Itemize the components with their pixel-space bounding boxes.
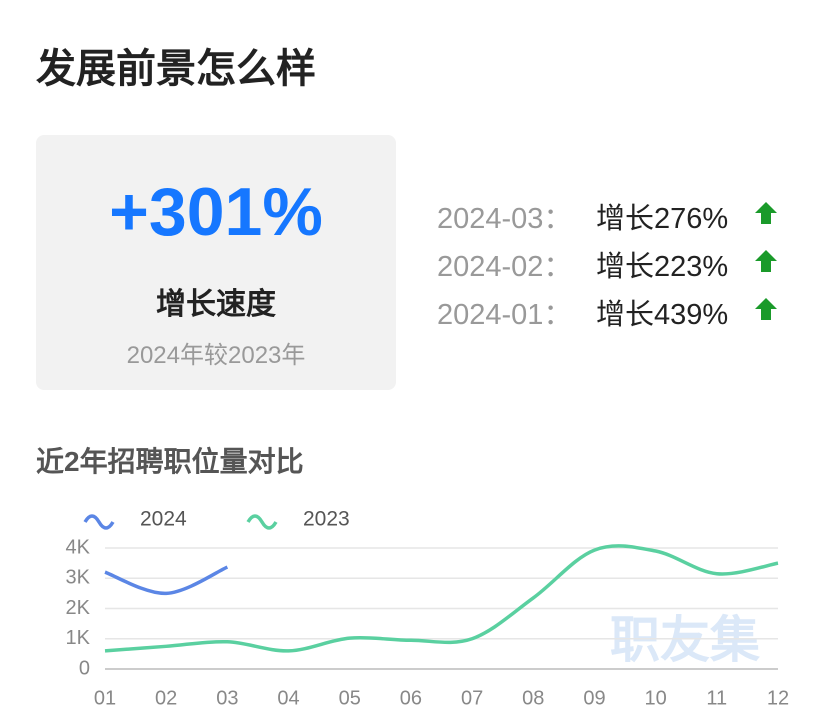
x-tick-label: 04 [277,687,299,709]
x-tick-label: 12 [767,687,789,709]
x-tick-label: 02 [155,687,177,709]
summary-value: +301% [109,174,323,250]
watermark: 职友集 [610,612,760,668]
up-arrow [755,298,777,320]
chart-title: 近2年招聘职位量对比 [36,446,304,477]
x-tick-label: 05 [339,687,361,709]
summary-label: 增长速度 [156,288,276,321]
change-value: 增长223% [596,251,729,283]
legend-icon [83,514,115,530]
y-tick-label: 1K [66,627,91,649]
change-period: 2024-01： [437,299,573,331]
change-value: 增长439% [596,299,729,331]
x-tick-label: 11 [706,687,727,709]
change-period: 2024-02： [437,251,573,283]
y-tick-label: 2K [66,597,91,619]
x-tick-label: 09 [583,687,605,709]
summary-note: 2024年较2023年 [126,342,306,369]
page-title: 发展前景怎么样 [36,47,316,91]
x-tick-label: 10 [645,687,667,709]
legend-icon [246,514,278,530]
summary-card: +301% 增长速度 2024年较2023年 [36,135,396,390]
y-tick-label: 3K [66,567,91,589]
up-arrow [755,250,777,272]
legend-label: 2023 [303,508,350,531]
series-line [104,544,779,653]
change-value: 增长276% [596,203,729,235]
change-period: 2024-03： [437,203,573,235]
series-line [104,565,229,596]
x-tick-label: 06 [400,687,422,709]
legend-label: 2024 [140,508,187,531]
x-tick-label: 08 [522,687,544,709]
x-tick-label: 01 [94,687,116,709]
y-tick-label: 4K [66,536,91,558]
x-tick-label: 07 [461,687,483,709]
x-tick-label: 03 [216,687,238,709]
up-arrow [755,202,777,224]
y-tick-label: 0 [79,657,90,679]
